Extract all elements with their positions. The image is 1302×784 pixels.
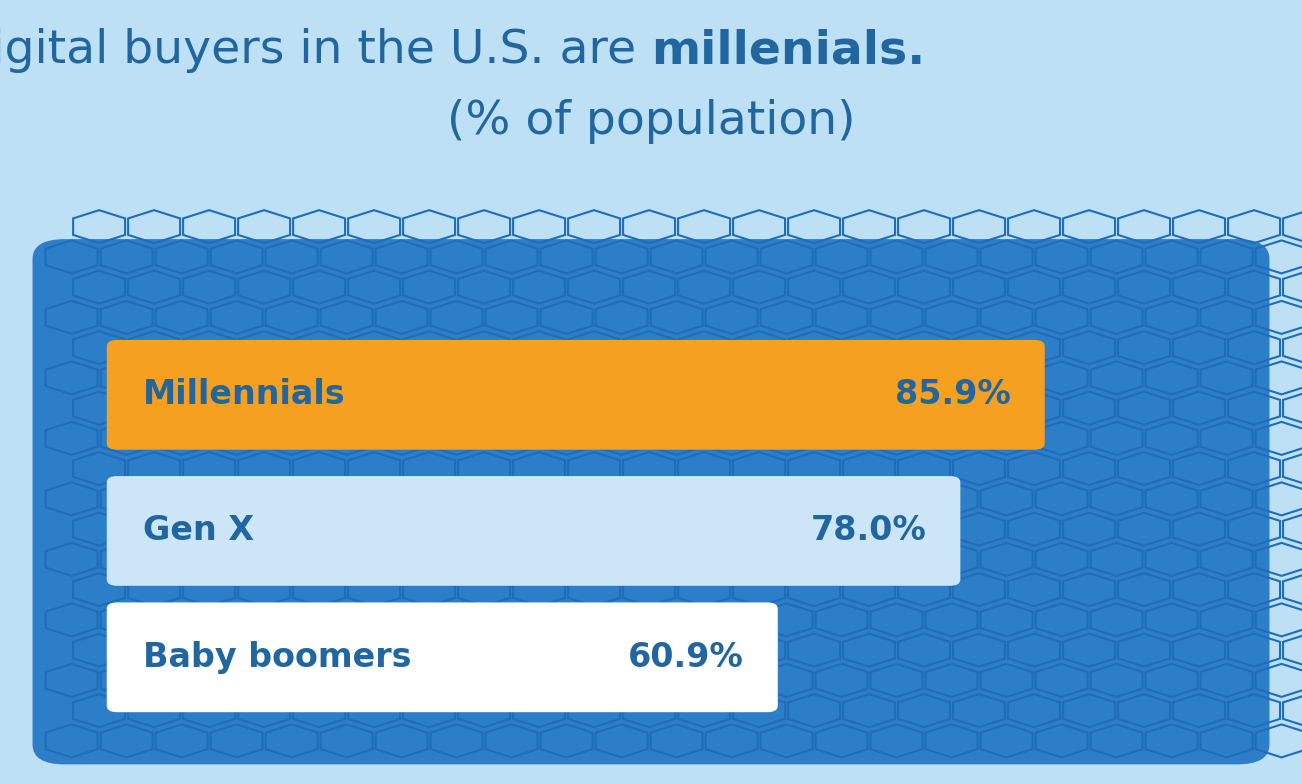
Text: 60.9%: 60.9% [628,641,743,673]
Text: 85.9%: 85.9% [894,379,1010,412]
Text: Baby boomers: Baby boomers [143,641,411,673]
Text: (% of population): (% of population) [447,99,855,144]
Text: Majority of digital buyers in the U.S. are: Majority of digital buyers in the U.S. a… [0,28,651,74]
Text: 78.0%: 78.0% [811,514,927,547]
Text: Gen X: Gen X [143,514,254,547]
Text: millenials.: millenials. [651,28,926,74]
Text: Millennials: Millennials [143,379,346,412]
